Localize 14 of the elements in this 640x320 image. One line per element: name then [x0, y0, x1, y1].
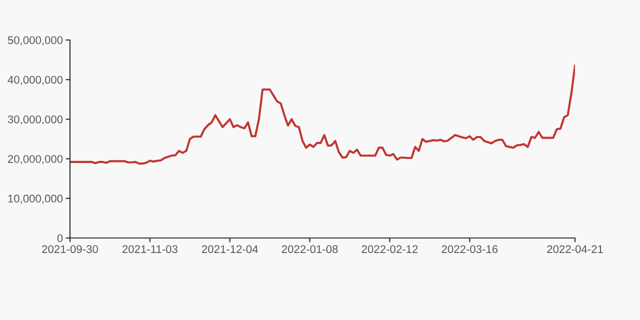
- y-tick-label: 0: [57, 234, 63, 242]
- y-tick-label: 10,000,000: [8, 194, 63, 204]
- x-tick-label: 2021-09-30: [42, 245, 98, 254]
- x-tick-label: 2022-03-16: [442, 245, 498, 254]
- x-tick-label: 2021-12-04: [202, 245, 258, 254]
- y-tick-label: 50,000,000: [8, 36, 63, 46]
- x-tick-label: 2022-04-21: [547, 245, 603, 254]
- x-tick-label: 2022-02-12: [362, 245, 418, 254]
- x-tick-label: 2022-01-08: [282, 245, 338, 254]
- x-tick-label: 2021-11-03: [122, 245, 178, 254]
- y-tick-label: 20,000,000: [8, 155, 63, 164]
- line-series: [70, 64, 575, 165]
- y-tick-label: 30,000,000: [8, 115, 63, 125]
- y-tick-label: 40,000,000: [8, 76, 63, 86]
